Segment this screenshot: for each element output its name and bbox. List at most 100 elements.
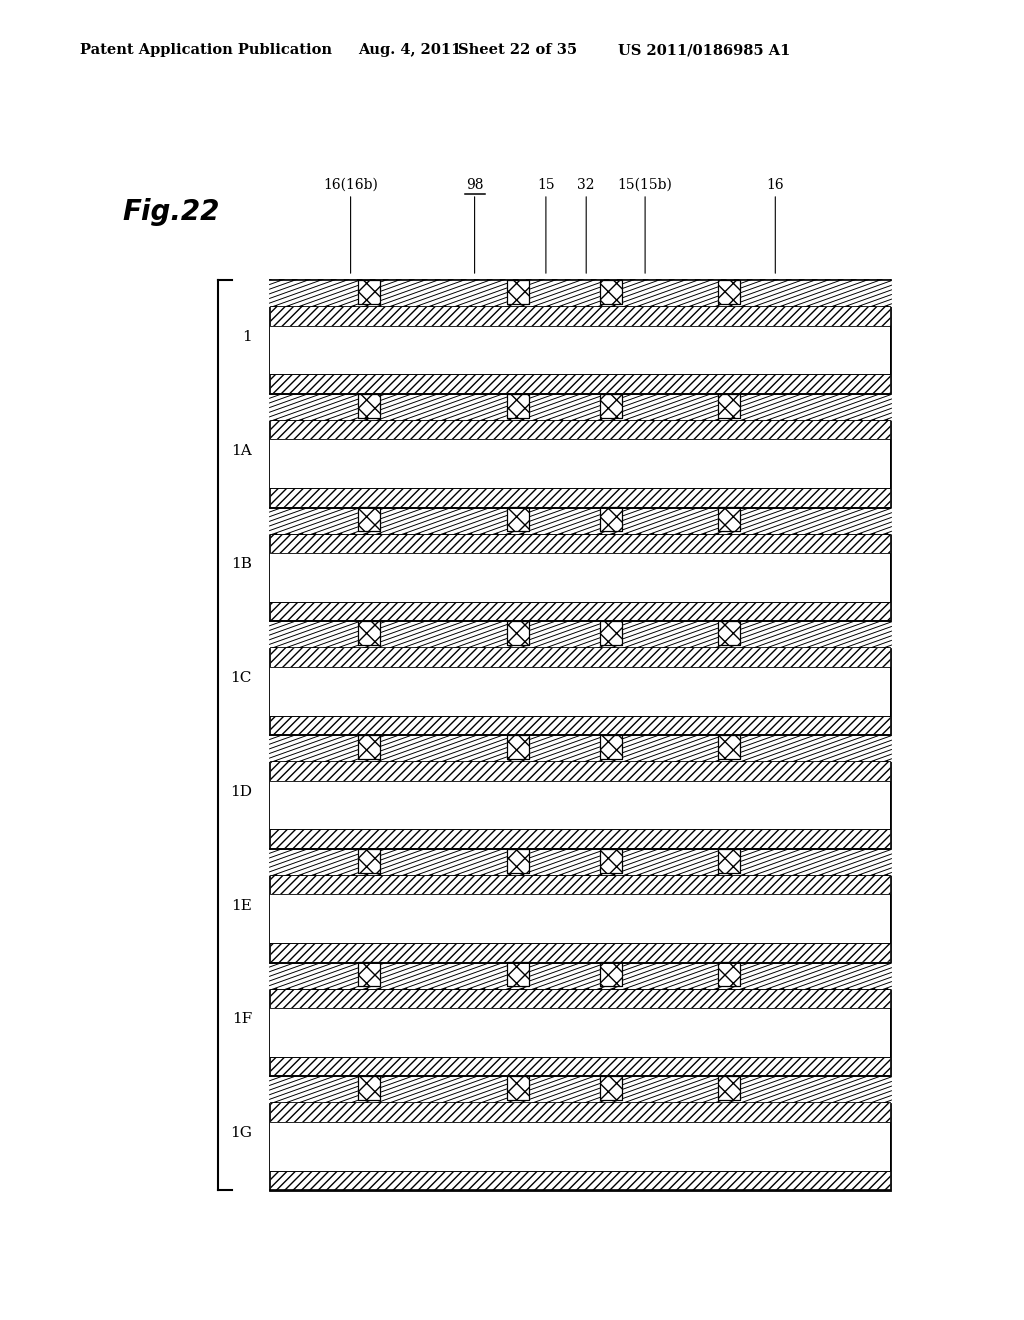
Polygon shape (629, 622, 708, 647)
Polygon shape (173, 962, 253, 989)
Bar (600, 735, 622, 759)
Polygon shape (837, 393, 915, 420)
Polygon shape (291, 962, 370, 989)
Polygon shape (590, 1076, 669, 1102)
Polygon shape (914, 507, 993, 533)
Polygon shape (563, 280, 643, 306)
Polygon shape (668, 735, 746, 762)
Polygon shape (759, 507, 838, 533)
Bar (270, 280, 890, 306)
Bar (507, 962, 529, 986)
Polygon shape (693, 622, 773, 647)
Polygon shape (212, 280, 292, 306)
Polygon shape (707, 393, 785, 420)
Polygon shape (707, 735, 785, 762)
Polygon shape (837, 1076, 915, 1102)
Polygon shape (316, 735, 395, 762)
Polygon shape (342, 622, 422, 647)
Polygon shape (668, 1076, 746, 1102)
Polygon shape (342, 735, 422, 762)
Polygon shape (421, 280, 500, 306)
Polygon shape (615, 280, 694, 306)
Bar (507, 507, 529, 531)
Polygon shape (200, 735, 279, 762)
Polygon shape (953, 507, 1024, 533)
Polygon shape (278, 962, 356, 989)
Bar (718, 280, 739, 304)
Polygon shape (823, 735, 903, 762)
Polygon shape (967, 280, 1024, 306)
Polygon shape (876, 507, 954, 533)
Bar (270, 375, 890, 393)
Polygon shape (928, 735, 1007, 762)
Polygon shape (161, 1076, 240, 1102)
Polygon shape (212, 507, 292, 533)
Polygon shape (798, 962, 877, 989)
Polygon shape (485, 622, 564, 647)
Bar (270, 488, 890, 507)
Bar (270, 1171, 890, 1191)
Polygon shape (680, 849, 760, 875)
Polygon shape (889, 849, 968, 875)
Polygon shape (732, 393, 812, 420)
Polygon shape (901, 962, 981, 989)
Polygon shape (967, 849, 1024, 875)
Polygon shape (590, 962, 669, 989)
Polygon shape (693, 735, 773, 762)
Polygon shape (460, 849, 539, 875)
Bar (270, 780, 890, 829)
Polygon shape (745, 507, 824, 533)
Text: Aug. 4, 2011: Aug. 4, 2011 (358, 44, 462, 57)
Polygon shape (264, 962, 344, 989)
Bar (600, 393, 622, 417)
Polygon shape (602, 280, 682, 306)
Bar (358, 849, 380, 873)
Polygon shape (602, 735, 682, 762)
Polygon shape (615, 393, 694, 420)
Polygon shape (798, 280, 877, 306)
Polygon shape (524, 735, 604, 762)
Polygon shape (641, 849, 721, 875)
Polygon shape (433, 393, 513, 420)
Bar (270, 735, 890, 762)
Polygon shape (186, 280, 265, 306)
Text: 16(16b): 16(16b) (324, 178, 378, 191)
Polygon shape (889, 735, 968, 762)
Bar (270, 306, 890, 326)
Polygon shape (173, 1076, 253, 1102)
Polygon shape (303, 962, 383, 989)
Bar (600, 280, 622, 304)
Polygon shape (433, 280, 513, 306)
Polygon shape (316, 849, 395, 875)
Bar (270, 440, 890, 488)
Polygon shape (212, 962, 292, 989)
Polygon shape (186, 849, 265, 875)
Bar (358, 620, 380, 645)
Polygon shape (901, 849, 981, 875)
Polygon shape (551, 622, 630, 647)
Polygon shape (499, 507, 578, 533)
Text: 1D: 1D (230, 785, 252, 799)
Polygon shape (641, 962, 721, 989)
Polygon shape (850, 849, 929, 875)
Polygon shape (720, 507, 799, 533)
Polygon shape (303, 507, 383, 533)
Polygon shape (433, 622, 513, 647)
Bar (600, 280, 622, 304)
Polygon shape (850, 1076, 929, 1102)
Polygon shape (342, 849, 422, 875)
Polygon shape (252, 507, 331, 533)
Polygon shape (303, 849, 383, 875)
Bar (718, 1076, 739, 1100)
Polygon shape (914, 962, 993, 989)
Polygon shape (563, 622, 643, 647)
Polygon shape (538, 962, 616, 989)
Polygon shape (460, 735, 539, 762)
Bar (270, 829, 890, 849)
Polygon shape (485, 849, 564, 875)
Polygon shape (264, 622, 344, 647)
Polygon shape (433, 849, 513, 875)
Polygon shape (940, 507, 1020, 533)
Polygon shape (460, 280, 539, 306)
Polygon shape (433, 507, 513, 533)
